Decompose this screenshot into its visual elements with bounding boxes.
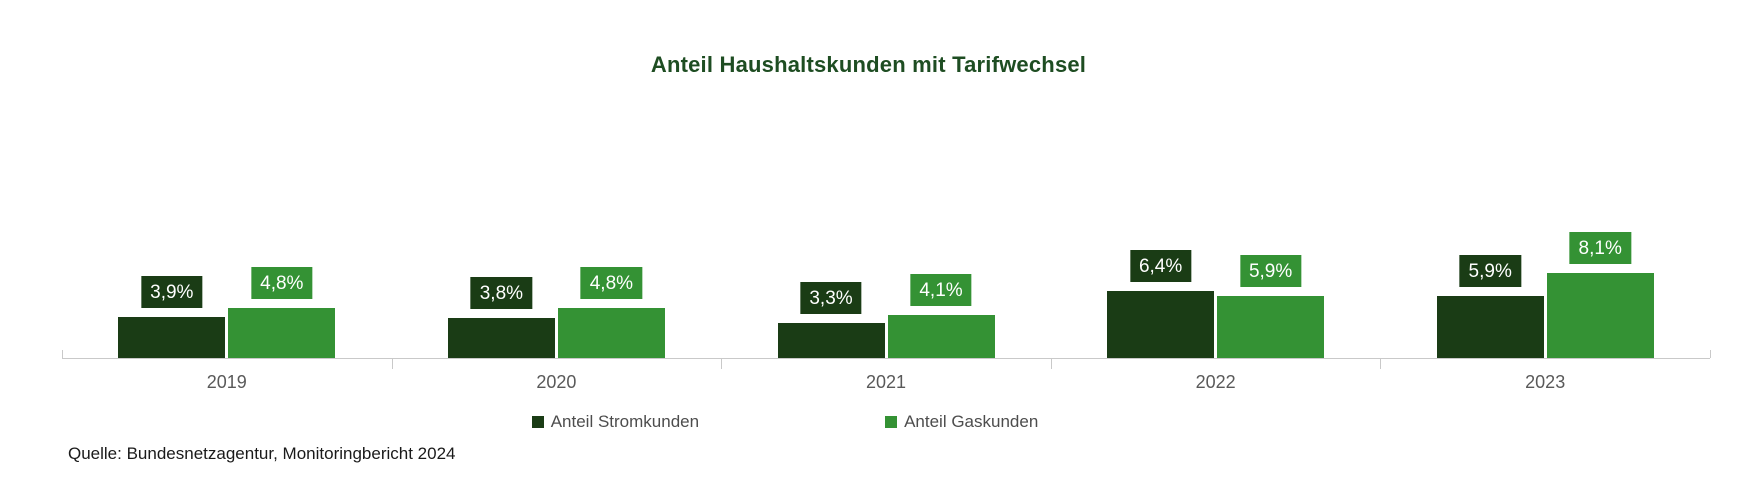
x-axis-category-label: 2022 [1195, 372, 1236, 392]
x-axis-tick [391, 359, 393, 369]
source-note: Quelle: Bundesnetzagentur, Monitoringber… [68, 444, 456, 463]
legend: Anteil Stromkunden Anteil Gaskunden [0, 412, 1570, 432]
chart-title: Anteil Haushaltskunden mit Tarifwechsel [650, 52, 1087, 77]
gaskunden-swatch-icon [885, 416, 898, 428]
bar-value-label: 6,4% [1129, 250, 1192, 282]
x-axis-category-label: 2020 [536, 372, 577, 392]
bar-value-label: 4,1% [910, 274, 972, 306]
x-axis-line [62, 358, 1710, 359]
bar-value-label: 3,3% [800, 282, 862, 314]
bar-stromkunden [777, 323, 885, 358]
bar-value-label: 8,1% [1569, 232, 1631, 264]
stromkunden-swatch-icon [531, 416, 544, 428]
x-axis-tick [721, 359, 723, 369]
legend-item-gaskunden: Anteil Gaskunden [885, 412, 1038, 432]
bar-value-label: 4,8% [580, 267, 643, 299]
legend-label: Anteil Gaskunden [904, 412, 1039, 431]
x-axis-tick [62, 350, 63, 358]
bar-stromkunden [1107, 291, 1215, 358]
x-axis-tick [1050, 359, 1052, 369]
x-axis-category-label: 2021 [865, 372, 907, 392]
bar-value-label: 3,8% [470, 277, 533, 309]
bar-value-label: 5,9% [1239, 255, 1302, 287]
x-axis-category-label: 2019 [206, 372, 247, 392]
legend-item-stromkunden: Anteil Stromkunden [531, 412, 700, 432]
x-axis-category-label: 2023 [1525, 372, 1566, 392]
bar-value-label: 5,9% [1459, 255, 1521, 287]
legend-label: Anteil Stromkunden [550, 412, 700, 431]
bar-stromkunden [447, 318, 555, 358]
bar-value-label: 4,8% [251, 267, 313, 299]
bar-value-label: 3,9% [141, 276, 203, 308]
x-axis-tick [1710, 350, 1711, 358]
bar-stromkunden [1436, 296, 1544, 358]
bar-gaskunden [887, 315, 995, 358]
bar-gaskunden [228, 308, 336, 358]
bar-stromkunden [118, 317, 226, 358]
bar-gaskunden [1546, 273, 1654, 358]
bar-gaskunden [557, 308, 665, 358]
x-axis-tick [1380, 359, 1382, 369]
bar-gaskunden [1217, 296, 1325, 358]
